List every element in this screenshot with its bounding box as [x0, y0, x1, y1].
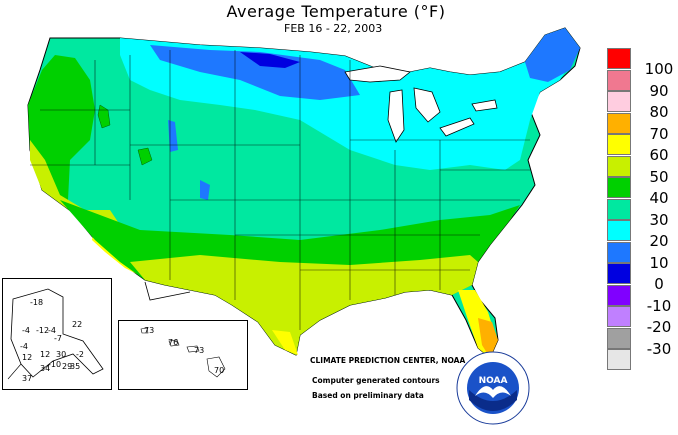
- legend-swatch: [607, 155, 631, 177]
- credit-line1: Computer generated contours: [312, 376, 440, 385]
- noaa-logo: NOAA: [455, 350, 531, 426]
- state-borders: [30, 50, 530, 330]
- contour-70-florida: [478, 318, 498, 358]
- alaska-station-value: -2: [76, 350, 84, 359]
- legend-label: 90: [649, 81, 669, 100]
- hawaii-station-value: 73: [194, 346, 205, 355]
- alaska-station-value: 22: [72, 320, 83, 329]
- legend-label: -30: [646, 339, 672, 358]
- contour-10-ne: [525, 28, 580, 82]
- alaska-station-value: 35: [70, 362, 81, 371]
- legend-label: 80: [649, 103, 669, 121]
- alaska-station-value: 37: [22, 374, 33, 383]
- legend-swatch: [607, 284, 631, 306]
- legend-label: 50: [649, 167, 669, 186]
- legend-label: 0: [654, 275, 664, 293]
- contour-40-wyoming: [137, 147, 153, 166]
- legend-swatch: [607, 263, 631, 284]
- legend-label: 40: [649, 189, 669, 207]
- legend-label: 70: [649, 124, 669, 143]
- lake-ontario: [471, 99, 498, 112]
- hawaii-inset: [118, 320, 248, 390]
- alaska-station-value: -4: [48, 326, 56, 335]
- alaska-station-value: -4: [22, 326, 30, 335]
- alaska-station-value: -18: [30, 298, 44, 307]
- legend-label: 10: [649, 253, 669, 272]
- legend-swatch: [607, 177, 631, 198]
- alaska-station-value: -7: [54, 334, 62, 343]
- contour-60-texas: [272, 330, 298, 355]
- legend-swatch: [607, 306, 631, 327]
- noaa-logo-text: NOAA: [479, 376, 508, 386]
- alaska-station-value: -4: [20, 342, 28, 351]
- contour-10-colorado: [200, 180, 210, 200]
- legend-swatch: [607, 327, 631, 349]
- alaska-station-value: -12: [36, 326, 50, 335]
- date-range: FEB 16 - 22, 2003: [284, 22, 383, 35]
- lake-michigan: [387, 89, 405, 143]
- legend-swatch: [607, 69, 631, 91]
- legend-label: 100: [644, 60, 674, 78]
- title-text: Average Temperature: [226, 2, 409, 21]
- alaska-inset: [2, 278, 112, 390]
- legend-swatch: [607, 220, 631, 241]
- contour-10-north: [150, 45, 360, 100]
- contour-50-south: [130, 255, 478, 355]
- mexico-border-coast: [144, 281, 191, 301]
- contour-0-north: [240, 52, 300, 68]
- legend-label: 30: [649, 210, 669, 229]
- map-title: Average Temperature (°F): [0, 2, 678, 21]
- hawaii-station-value: 70: [214, 366, 225, 375]
- legend-swatch: [607, 112, 631, 134]
- legend-label: -10: [646, 296, 672, 315]
- alaska-station-value: 12: [40, 350, 51, 359]
- hawaii-station-value: 76: [168, 338, 179, 347]
- alaska-station-value: 29: [62, 362, 73, 371]
- lake-huron: [413, 87, 441, 123]
- alaska-station-value: 34: [40, 364, 51, 373]
- alaska-outline: [7, 288, 104, 380]
- legend-label: 60: [649, 146, 669, 164]
- alaska-station-value: -10: [48, 360, 62, 369]
- legend-swatch: [607, 91, 631, 112]
- hawaii-station-value: 73: [144, 326, 155, 335]
- legend-swatch: [607, 241, 631, 263]
- hawaii-islands: [140, 327, 226, 378]
- legend-swatch: [607, 48, 631, 69]
- lake-erie: [439, 117, 475, 137]
- alaska-station-value: 12: [22, 353, 33, 362]
- credit-line2: Based on preliminary data: [312, 391, 424, 400]
- title-units: (°F): [413, 2, 446, 21]
- credit-center: CLIMATE PREDICTION CENTER, NOAA: [310, 356, 466, 365]
- legend-swatch: [607, 134, 631, 155]
- legend-swatch: [607, 349, 631, 370]
- contour-10-rockies: [168, 120, 178, 152]
- legend-swatch: [607, 198, 631, 220]
- contour-40-idaho: [97, 104, 111, 129]
- alaska-station-value: 30: [56, 350, 67, 359]
- noaa-emblem: NOAA: [456, 351, 530, 425]
- legend-label: 20: [649, 232, 669, 250]
- legend-label: -20: [646, 318, 672, 336]
